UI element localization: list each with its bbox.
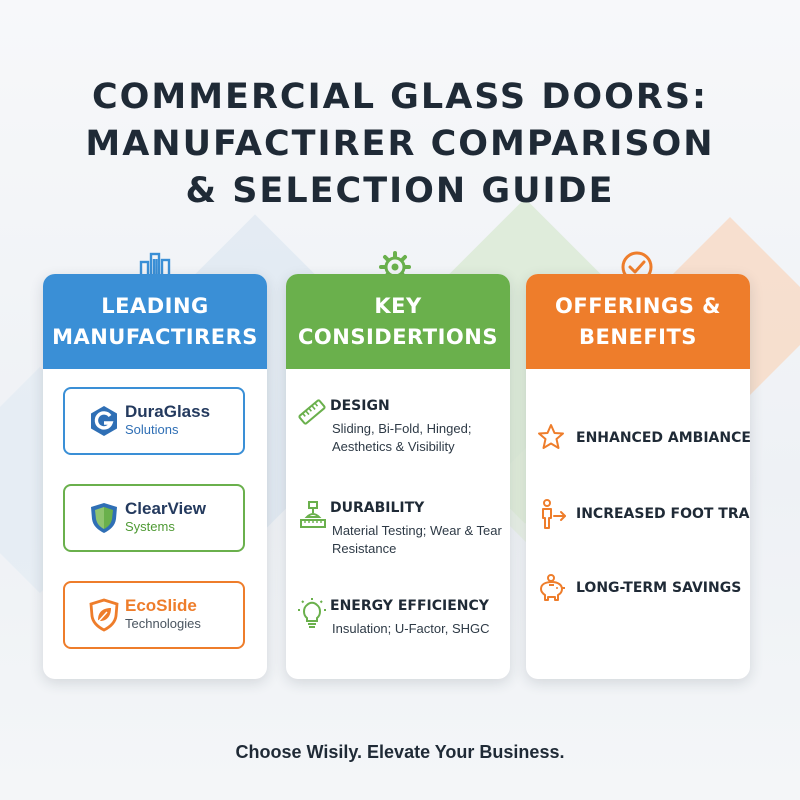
considerations-heading-line-2: CONSIDERTIONS <box>298 324 498 349</box>
person-arrow-icon <box>542 499 566 529</box>
benefits-card-header: OFFERINGS & BENEFITS <box>526 274 750 369</box>
manufacturer-subtitle: Systems <box>125 519 175 534</box>
manufacturers-card: LEADING MANUFACTIRERS DuraGlass Solution… <box>43 274 267 679</box>
clearview-logo-text: ClearView Systems <box>125 500 206 536</box>
benefit-enhanced-ambiance: ENHANCED AMBIANCE <box>536 422 750 454</box>
manufacturers-heading-line-2: MANUFACTIRERS <box>52 324 258 349</box>
duraglass-logo-text: DuraGlass Solutions <box>125 403 210 439</box>
manufacturer-logo-clearview: ClearView Systems <box>63 484 245 552</box>
ecoslide-logo-text: EcoSlide Technologies <box>125 597 201 633</box>
consideration-description: Material Testing; Wear & Tear Resistance <box>332 523 502 556</box>
benefit-label: ENHANCED AMBIANCE <box>576 430 750 446</box>
leaf-shield-logo-icon <box>89 598 119 632</box>
piggy-bank-icon <box>540 574 565 601</box>
consideration-title: ENERGY EFFICIENCY <box>330 598 489 614</box>
star-icon <box>538 424 564 449</box>
considerations-card-header: KEY CONSIDERTIONS <box>286 274 510 369</box>
manufacturers-card-header: LEADING MANUFACTIRERS <box>43 274 267 369</box>
lightbulb-icon <box>298 598 326 628</box>
benefit-label: LONG-TERM SAVINGS <box>576 580 742 596</box>
considerations-heading-line-1: KEY <box>374 293 422 318</box>
tagline: Choose Wisily. Elevate Your Business. <box>235 742 565 762</box>
consideration-description: Sliding, Bi-Fold, Hinged; Aesthetics & V… <box>332 421 472 454</box>
consideration-title: DURABILITY <box>330 500 425 516</box>
manufacturer-subtitle: Solutions <box>125 422 179 437</box>
title-line-1: COMMERCIAL GLASS DOORS: <box>91 77 709 117</box>
benefits-heading-line-2: BENEFITS <box>579 324 697 349</box>
title-line-2: MANUFACTIRER COMPARISON <box>85 124 715 164</box>
benefit-increased-foot-traffic: INCREASED FOOT TRAFFIC <box>536 498 750 530</box>
ruler-icon <box>298 399 326 425</box>
consideration-description: Insulation; U-Factor, SHGC <box>332 621 490 636</box>
considerations-card: KEY CONSIDERTIONS DESIGN Sliding, Bi-Fol… <box>286 274 510 679</box>
manufacturer-subtitle: Technologies <box>125 616 201 631</box>
testing-machine-icon <box>300 501 326 528</box>
consideration-title: DESIGN <box>330 398 390 414</box>
g-logo-icon <box>91 406 117 436</box>
benefits-heading-line-1: OFFERINGS & <box>555 293 721 318</box>
manufacturer-name: EcoSlide <box>125 596 197 615</box>
manufacturers-heading-line-1: LEADING <box>101 293 209 318</box>
benefit-long-term-savings: LONG-TERM SAVINGS <box>536 572 748 604</box>
manufacturer-name: ClearView <box>125 499 206 518</box>
manufacturer-logo-duraglass: DuraGlass Solutions <box>63 387 245 455</box>
page-title: COMMERCIAL GLASS DOORS: MANUFACTIRER COM… <box>0 74 800 215</box>
benefits-card: OFFERINGS & BENEFITS ENHANCED AMBIANCE I… <box>526 274 750 679</box>
title-line-3: & SELECTION GUIDE <box>185 171 615 211</box>
shield-logo-icon <box>91 503 117 533</box>
manufacturer-name: DuraGlass <box>125 402 211 421</box>
manufacturer-logo-ecoslide: EcoSlide Technologies <box>63 581 245 649</box>
benefit-label: INCREASED FOOT TRAFFIC <box>576 506 750 522</box>
